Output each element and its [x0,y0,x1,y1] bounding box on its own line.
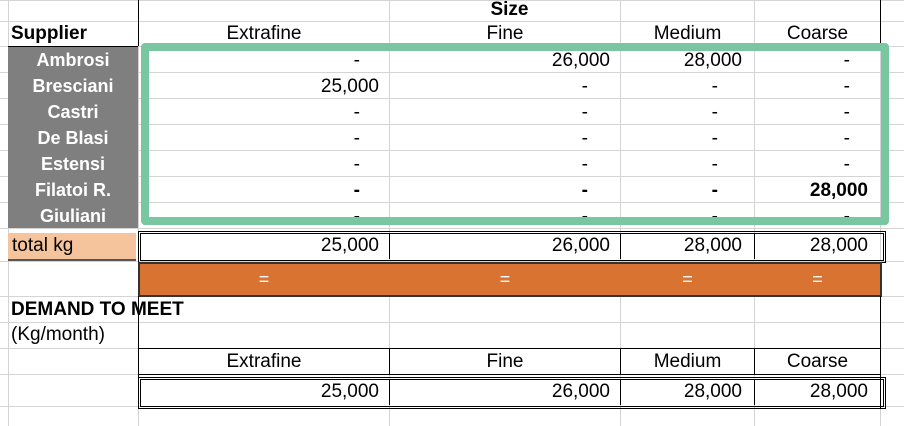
demand-fine[interactable]: 26,000 [551,381,610,402]
total-label[interactable]: total kg [12,235,74,256]
value-cell[interactable]: - [711,102,718,123]
value-cell[interactable]: - [711,206,718,227]
total-divider [389,233,390,259]
demand-header-divider [389,348,390,374]
demand-coarse[interactable]: 28,000 [809,381,868,402]
value-cell[interactable]: - [843,76,850,97]
size-header: Size [490,0,529,20]
total-extrafine[interactable]: 25,000 [320,235,379,256]
value-cell[interactable]: 28,000 [809,180,868,201]
total-divider [754,233,755,259]
value-cell[interactable]: - [711,128,718,149]
supplier-giuliani[interactable]: Giuliani [39,206,106,226]
total-medium[interactable]: 28,000 [683,235,742,256]
value-cell[interactable]: - [353,154,360,175]
constraint-equals[interactable]: = [258,269,270,289]
value-cell[interactable]: - [581,76,588,97]
value-cell[interactable]: - [581,206,588,227]
total-coarse[interactable]: 28,000 [809,235,868,256]
cell-selection-highlight [141,43,889,225]
value-cell[interactable]: - [353,102,360,123]
value-cell[interactable]: - [353,50,360,71]
demand-unit[interactable]: (Kg/month) [11,324,105,345]
value-cell[interactable]: - [581,180,588,201]
demand-header-coarse[interactable]: Coarse [786,351,849,372]
demand-title[interactable]: DEMAND TO MEET [11,299,184,320]
supplier-names-block [8,47,138,228]
demand-header-border [138,348,880,349]
constraint-equals[interactable]: = [682,269,693,289]
demand-header-fine[interactable]: Fine [486,351,524,372]
column-header-coarse: Coarse [786,23,849,44]
demand-extrafine[interactable]: 25,000 [320,381,379,402]
demand-header-divider [754,348,755,374]
value-cell[interactable]: - [843,128,850,149]
demand-medium[interactable]: 28,000 [683,381,742,402]
demand-value-divider [620,379,621,405]
constraint-equals[interactable]: = [499,269,511,289]
value-cell[interactable]: 28,000 [683,50,742,71]
value-cell[interactable]: 26,000 [551,50,610,71]
demand-header-border [138,374,880,375]
supplier-estensi[interactable]: Estensi [40,154,106,174]
value-cell[interactable]: - [843,206,850,227]
value-cell[interactable]: - [353,128,360,149]
total-divider [620,233,621,259]
value-cell[interactable]: - [581,128,588,149]
header-border-right [880,0,881,46]
supplier-filatoi-r[interactable]: Filatoi R. [35,180,111,200]
value-cell[interactable]: - [711,180,718,201]
supplier-header-underline [8,46,138,47]
value-cell[interactable]: - [581,154,588,175]
value-cell[interactable]: - [843,50,850,71]
value-cell[interactable]: - [353,180,360,201]
demand-border-left [138,296,139,408]
value-cell[interactable]: - [711,76,718,97]
demand-header-divider [620,348,621,374]
value-cell[interactable]: - [711,154,718,175]
total-fine[interactable]: 26,000 [551,235,610,256]
demand-value-divider [754,379,755,405]
demand-value-divider [389,379,390,405]
value-cell[interactable]: - [843,154,850,175]
value-cell[interactable]: - [581,102,588,123]
demand-header-extrafine[interactable]: Extrafine [226,351,302,372]
constraint-equals[interactable]: = [812,269,823,289]
total-row-border [138,231,886,263]
supplier-castri[interactable]: Castri [47,102,99,122]
value-cell[interactable]: - [353,206,360,227]
supplier-de-blasi[interactable]: De Blasi [37,128,109,148]
header-border-left [138,0,139,46]
demand-border-right [880,296,881,408]
demand-values-border [138,377,886,409]
value-cell[interactable]: - [843,102,850,123]
value-cell[interactable]: 25,000 [320,76,379,97]
column-header-medium: Medium [653,23,722,44]
column-header-fine: Fine [486,23,524,44]
constraint-row [138,262,882,297]
supplier-bresciani[interactable]: Bresciani [32,76,114,96]
supplier-header: Supplier [11,23,88,44]
demand-header-medium[interactable]: Medium [653,351,722,372]
supplier-ambrosi[interactable]: Ambrosi [36,50,110,70]
total-label-cell [8,233,136,261]
column-header-extrafine: Extrafine [226,23,302,44]
